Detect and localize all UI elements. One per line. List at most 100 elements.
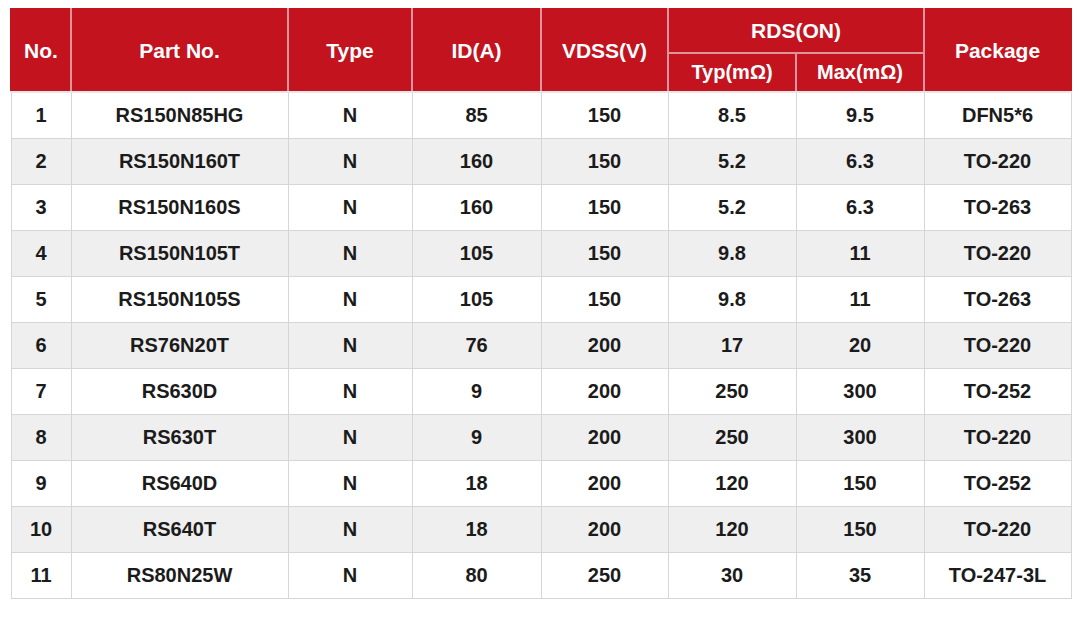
cell-part-no: RS80N25W: [71, 553, 288, 599]
cell-type: N: [288, 231, 412, 277]
cell-vdss-v: 200: [541, 323, 668, 369]
cell-no: 5: [11, 277, 71, 323]
table-body: 1 RS150N85HG N 85 150 8.5 9.5 DFN5*6 2 R…: [11, 92, 1071, 599]
cell-type: N: [288, 323, 412, 369]
cell-rds-max: 20: [796, 323, 924, 369]
col-header-rds-max: Max(mΩ): [796, 53, 924, 92]
cell-id-a: 160: [412, 185, 541, 231]
cell-part-no: RS150N160T: [71, 139, 288, 185]
cell-no: 11: [11, 553, 71, 599]
cell-vdss-v: 150: [541, 185, 668, 231]
page: No. Part No. Type ID(A) VDSS(V) RDS(ON) …: [0, 0, 1080, 622]
cell-id-a: 160: [412, 139, 541, 185]
table-row: 11 RS80N25W N 80 250 30 35 TO-247-3L: [11, 553, 1071, 599]
cell-id-a: 9: [412, 369, 541, 415]
col-header-rds-on: RDS(ON): [668, 9, 924, 53]
cell-vdss-v: 250: [541, 553, 668, 599]
cell-type: N: [288, 185, 412, 231]
cell-no: 7: [11, 369, 71, 415]
col-header-package: Package: [924, 9, 1071, 92]
cell-rds-max: 150: [796, 507, 924, 553]
cell-rds-typ: 120: [668, 507, 796, 553]
table-header: No. Part No. Type ID(A) VDSS(V) RDS(ON) …: [11, 9, 1071, 92]
cell-rds-typ: 8.5: [668, 92, 796, 139]
table-row: 3 RS150N160S N 160 150 5.2 6.3 TO-263: [11, 185, 1071, 231]
cell-part-no: RS630T: [71, 415, 288, 461]
cell-no: 6: [11, 323, 71, 369]
cell-rds-typ: 250: [668, 415, 796, 461]
cell-part-no: RS640T: [71, 507, 288, 553]
table-row: 2 RS150N160T N 160 150 5.2 6.3 TO-220: [11, 139, 1071, 185]
table-row: 8 RS630T N 9 200 250 300 TO-220: [11, 415, 1071, 461]
cell-vdss-v: 150: [541, 92, 668, 139]
cell-package: TO-263: [924, 185, 1071, 231]
cell-type: N: [288, 92, 412, 139]
cell-vdss-v: 150: [541, 139, 668, 185]
cell-id-a: 80: [412, 553, 541, 599]
cell-vdss-v: 200: [541, 461, 668, 507]
cell-type: N: [288, 461, 412, 507]
cell-package: TO-220: [924, 415, 1071, 461]
col-header-type: Type: [288, 9, 412, 92]
table-row: 1 RS150N85HG N 85 150 8.5 9.5 DFN5*6: [11, 92, 1071, 139]
cell-id-a: 85: [412, 92, 541, 139]
cell-vdss-v: 200: [541, 507, 668, 553]
cell-id-a: 18: [412, 507, 541, 553]
cell-type: N: [288, 415, 412, 461]
cell-id-a: 105: [412, 231, 541, 277]
cell-package: TO-220: [924, 507, 1071, 553]
cell-id-a: 105: [412, 277, 541, 323]
cell-rds-max: 6.3: [796, 185, 924, 231]
header-row-main: No. Part No. Type ID(A) VDSS(V) RDS(ON) …: [11, 9, 1071, 53]
cell-rds-typ: 5.2: [668, 139, 796, 185]
cell-rds-typ: 250: [668, 369, 796, 415]
cell-package: TO-252: [924, 369, 1071, 415]
cell-rds-max: 11: [796, 231, 924, 277]
table-row: 7 RS630D N 9 200 250 300 TO-252: [11, 369, 1071, 415]
cell-package: DFN5*6: [924, 92, 1071, 139]
cell-no: 4: [11, 231, 71, 277]
cell-part-no: RS150N160S: [71, 185, 288, 231]
cell-part-no: RS640D: [71, 461, 288, 507]
cell-rds-typ: 17: [668, 323, 796, 369]
table-row: 10 RS640T N 18 200 120 150 TO-220: [11, 507, 1071, 553]
col-header-no: No.: [11, 9, 71, 92]
cell-part-no: RS150N85HG: [71, 92, 288, 139]
cell-vdss-v: 200: [541, 415, 668, 461]
cell-no: 8: [11, 415, 71, 461]
cell-rds-max: 300: [796, 415, 924, 461]
cell-rds-max: 300: [796, 369, 924, 415]
table-row: 6 RS76N20T N 76 200 17 20 TO-220: [11, 323, 1071, 369]
mosfet-spec-table: No. Part No. Type ID(A) VDSS(V) RDS(ON) …: [10, 8, 1072, 599]
col-header-part-no: Part No.: [71, 9, 288, 92]
cell-package: TO-220: [924, 323, 1071, 369]
table-row: 4 RS150N105T N 105 150 9.8 11 TO-220: [11, 231, 1071, 277]
cell-rds-max: 6.3: [796, 139, 924, 185]
cell-rds-typ: 9.8: [668, 231, 796, 277]
col-header-vdss-v: VDSS(V): [541, 9, 668, 92]
cell-vdss-v: 150: [541, 231, 668, 277]
cell-no: 10: [11, 507, 71, 553]
cell-type: N: [288, 277, 412, 323]
cell-package: TO-220: [924, 139, 1071, 185]
cell-type: N: [288, 139, 412, 185]
cell-rds-max: 9.5: [796, 92, 924, 139]
table-row: 5 RS150N105S N 105 150 9.8 11 TO-263: [11, 277, 1071, 323]
cell-part-no: RS150N105T: [71, 231, 288, 277]
table-row: 9 RS640D N 18 200 120 150 TO-252: [11, 461, 1071, 507]
cell-id-a: 76: [412, 323, 541, 369]
cell-rds-typ: 5.2: [668, 185, 796, 231]
col-header-id-a: ID(A): [412, 9, 541, 92]
col-header-rds-typ: Typ(mΩ): [668, 53, 796, 92]
cell-type: N: [288, 369, 412, 415]
cell-part-no: RS150N105S: [71, 277, 288, 323]
cell-rds-typ: 9.8: [668, 277, 796, 323]
cell-no: 1: [11, 92, 71, 139]
cell-package: TO-252: [924, 461, 1071, 507]
cell-id-a: 18: [412, 461, 541, 507]
cell-package: TO-220: [924, 231, 1071, 277]
cell-id-a: 9: [412, 415, 541, 461]
cell-rds-typ: 30: [668, 553, 796, 599]
cell-part-no: RS76N20T: [71, 323, 288, 369]
cell-rds-max: 35: [796, 553, 924, 599]
